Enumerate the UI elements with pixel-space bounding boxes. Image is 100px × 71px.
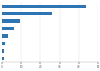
Bar (2, 12, 52, 15)
Bar (2, 42, 5, 45)
Bar (2, 5, 86, 8)
Bar (2, 49, 4, 53)
Bar (2, 34, 8, 38)
Bar (2, 57, 4, 60)
Bar (2, 27, 14, 30)
Bar (2, 19, 20, 23)
